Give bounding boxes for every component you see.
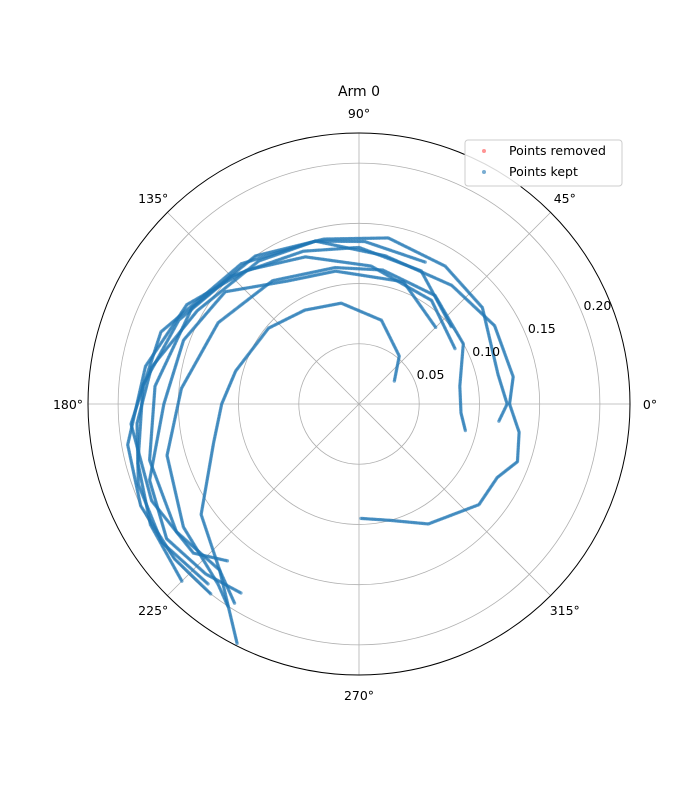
angular-gridline: [358, 212, 551, 405]
polar-grid: [88, 133, 630, 675]
angular-tick-label: 0°: [643, 397, 657, 412]
data-point: [180, 579, 184, 583]
radial-tick-label: 0.05: [417, 367, 445, 382]
angular-tick-label: 225°: [138, 603, 168, 618]
polar-frame: [87, 132, 631, 676]
tick-labels: 0.05 0.10 0.15 0.20 0° 45° 90° 135° 180° 225° 270°…: [53, 106, 657, 703]
legend: Points removed Points kept: [464, 139, 623, 187]
data-point: [208, 592, 213, 596]
angular-tick-label: 180°: [53, 397, 83, 412]
angular-tick-label: 90°: [348, 106, 370, 121]
legend-label-removed: Points removed: [509, 143, 606, 158]
angular-tick-label: 135°: [138, 191, 168, 206]
data-point: [206, 582, 210, 586]
angular-gridline: [167, 403, 360, 596]
legend-marker-removed: [482, 149, 486, 153]
data-point: [226, 604, 230, 608]
angular-tick-label: 315°: [550, 603, 580, 618]
data-point: [239, 591, 243, 595]
chart-title: Arm 0: [338, 84, 380, 100]
angular-tick-label: 45°: [554, 191, 576, 206]
legend-label-kept: Points kept: [509, 164, 578, 179]
angular-gridline: [358, 403, 551, 596]
series-points-kept: [126, 236, 521, 646]
data-points: [126, 236, 521, 646]
legend-marker-kept: [482, 170, 486, 174]
radial-tick-label: 0.15: [528, 321, 556, 336]
radial-tick-label: 0.10: [472, 344, 500, 359]
angular-gridline: [167, 212, 360, 405]
radial-tick-label: 0.20: [584, 298, 612, 313]
legend-box: [464, 139, 623, 187]
data-point: [232, 601, 237, 605]
angular-tick-label: 270°: [344, 688, 374, 703]
data-point: [235, 641, 239, 646]
data-point: [225, 559, 230, 563]
